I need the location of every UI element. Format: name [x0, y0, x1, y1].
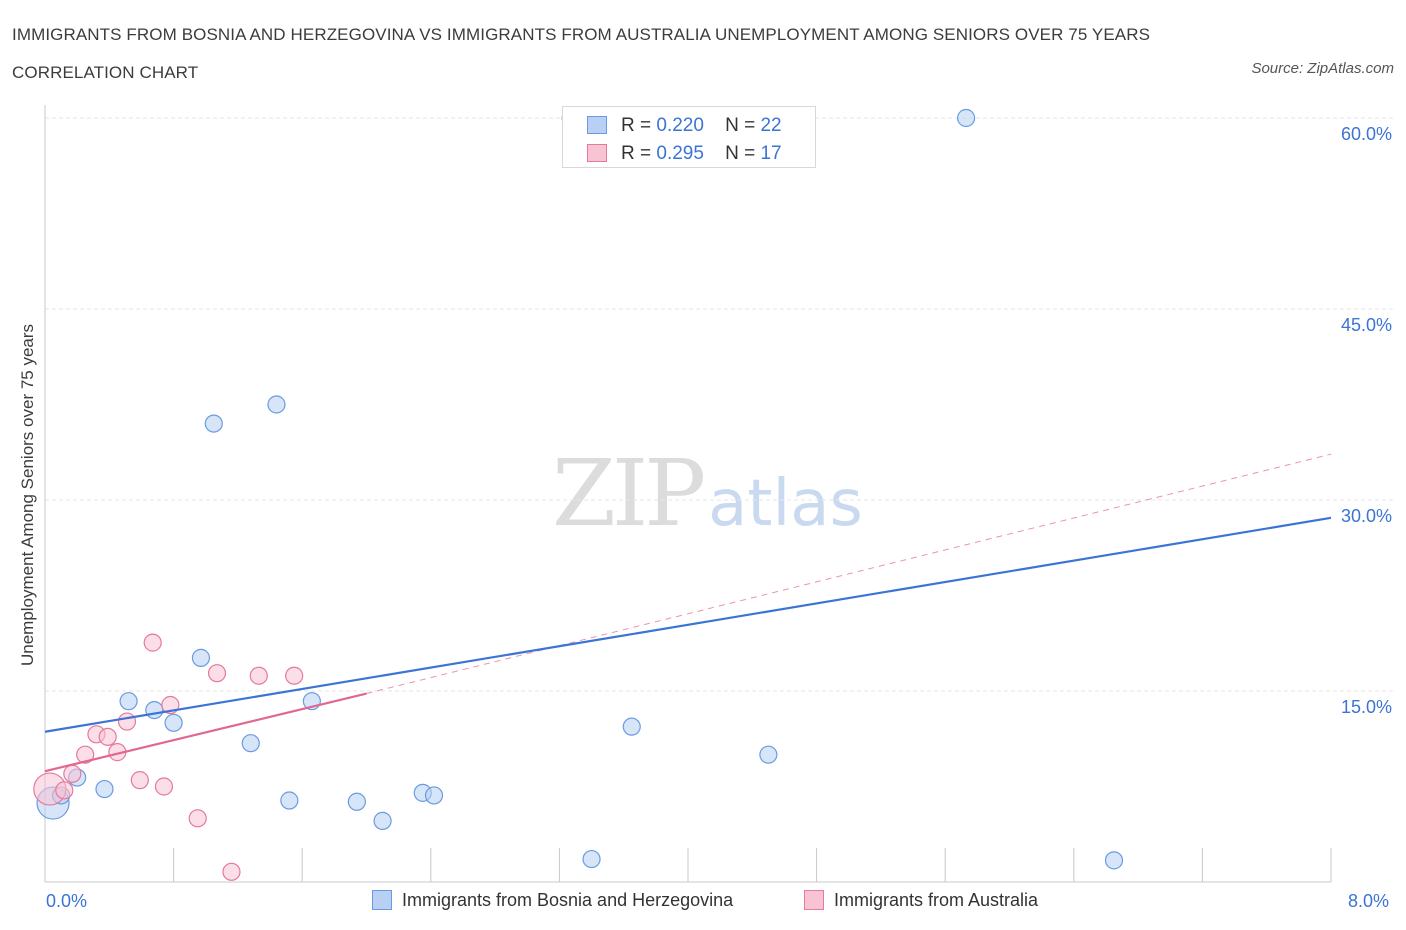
bottom-legend-swatch-bosnia [372, 890, 392, 910]
bottom-legend-label-bosnia: Immigrants from Bosnia and Herzegovina [402, 890, 734, 910]
point-bosnia-16 [424, 786, 444, 805]
point-bosnia-20 [759, 745, 778, 764]
bottom-legend-bosnia: Immigrants from Bosnia and Herzegovina [372, 890, 733, 911]
point-australia-13 [207, 664, 227, 683]
point-bosnia-21 [956, 108, 976, 128]
bottom-legend-swatch-australia [804, 890, 824, 910]
point-bosnia-9 [241, 734, 260, 753]
y-tick-label-45: 45.0% [1340, 315, 1392, 335]
point-bosnia-22 [1104, 851, 1124, 870]
point-australia-3 [76, 745, 95, 764]
point-australia-9 [143, 633, 162, 652]
trend-line-australia-extension [366, 453, 1332, 695]
point-australia-8 [130, 771, 149, 790]
legend-r-label: R = [621, 115, 652, 136]
legend-r-value-bosnia: 0.220 [656, 115, 704, 136]
legend-n-value-bosnia: 22 [760, 115, 782, 136]
legend-swatch-australia [587, 144, 607, 162]
bottom-legend-label-australia: Immigrants from Australia [834, 890, 1039, 910]
legend-r-label: R = [621, 143, 652, 164]
point-australia-10 [154, 777, 174, 796]
point-bosnia-8 [204, 414, 223, 433]
point-australia-1 [55, 781, 74, 800]
point-bosnia-13 [347, 792, 366, 811]
point-bosnia-4 [119, 692, 138, 711]
point-australia-16 [285, 666, 304, 685]
point-bosnia-5 [145, 700, 164, 720]
correlation-legend: R = 0.220 N = 22 R = 0.295 N = 17 [562, 106, 816, 168]
y-tick-label-60: 60.0% [1340, 124, 1392, 144]
point-australia-15 [249, 666, 268, 685]
point-australia-12 [188, 809, 207, 828]
point-bosnia-14 [373, 811, 392, 830]
legend-n-label: N = [725, 143, 756, 164]
point-bosnia-6 [164, 713, 183, 732]
x-tick-label-max: 8.0% [1348, 891, 1390, 911]
point-australia-2 [63, 764, 82, 783]
legend-n-value-australia: 17 [760, 143, 782, 164]
point-bosnia-19 [622, 717, 641, 736]
point-bosnia-3 [95, 779, 114, 799]
legend-n-label: N = [725, 115, 756, 136]
point-bosnia-11 [280, 791, 299, 810]
legend-swatch-bosnia [587, 116, 607, 134]
chart-source: Source: ZipAtlas.com [1251, 60, 1394, 77]
trend-line-australia [44, 692, 367, 773]
point-australia-7 [117, 712, 137, 731]
bottom-legend-australia: Immigrants from Australia [804, 890, 1038, 911]
y-tick-label-15: 15.0% [1340, 697, 1392, 717]
trend-line-bosnia [44, 516, 1332, 733]
point-bosnia-18 [582, 849, 601, 869]
y-tick-label-30: 30.0% [1340, 506, 1392, 526]
point-bosnia-10 [267, 395, 286, 414]
point-bosnia-7 [191, 648, 211, 667]
legend-r-value-australia: 0.295 [656, 143, 704, 164]
chart-title: IMMIGRANTS FROM BOSNIA AND HERZEGOVINA V… [12, 25, 1151, 82]
point-australia-14 [222, 862, 241, 881]
x-tick-label-min: 0.0% [46, 891, 88, 911]
point-australia-5 [98, 727, 117, 746]
